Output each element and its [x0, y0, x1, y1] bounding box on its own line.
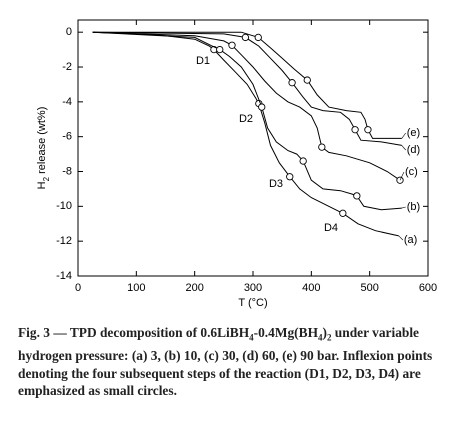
x-tick-label: 0 — [75, 282, 81, 294]
caption-part: -0.4Mg(BH — [253, 325, 318, 340]
step-annotation: D4 — [324, 222, 338, 234]
y-axis-label-part: release (wt%) — [36, 107, 48, 177]
step-annotation: D2 — [239, 113, 253, 125]
series-label-leader — [401, 206, 406, 209]
y-tick-label: -10 — [56, 200, 72, 212]
chart: T (°C) H2 release (wt%) 0 100 200 300 400 500… — [36, 19, 437, 309]
inflection-point — [286, 173, 294, 181]
inflection-point — [299, 157, 307, 165]
series-label-leader — [401, 132, 406, 139]
inflection-point — [258, 103, 266, 111]
series-label: (c) — [405, 166, 418, 178]
step-annotation: D3 — [269, 178, 283, 190]
series-label: (a) — [404, 234, 417, 246]
series-label-leader — [398, 235, 404, 241]
y-tick-label: -4 — [62, 96, 72, 108]
y-tick-label: -14 — [56, 270, 72, 282]
inflection-point — [339, 209, 347, 217]
data-line — [92, 31, 401, 181]
inflection-point — [254, 33, 262, 42]
caption-part: 2 — [326, 332, 332, 343]
figure-caption: Fig. 3 — TPD decomposition of 0.6LiBH4-0… — [18, 324, 438, 400]
series-label-leader — [399, 171, 405, 181]
inflection-point — [288, 79, 296, 87]
y-axis-label-part: H — [36, 181, 48, 189]
inflection-point — [228, 41, 236, 49]
caption-part: 4 — [317, 332, 323, 343]
series-label: (d) — [407, 144, 420, 156]
data-line — [92, 31, 402, 146]
caption-part: ) — [322, 325, 327, 340]
caption-part: 4 — [249, 332, 254, 343]
inflection-point — [241, 33, 250, 42]
series-label: (e) — [407, 127, 420, 139]
x-tick-label: 500 — [360, 282, 378, 294]
data-line — [92, 31, 399, 237]
x-tick-label: 100 — [127, 282, 145, 294]
x-tick-label: 300 — [244, 282, 262, 294]
caption-part: Fig. 3 — TPD decomposition of 0.6LiBH — [18, 325, 250, 340]
y-tick-label: -2 — [62, 61, 72, 73]
inflection-point — [351, 126, 359, 134]
inflection-point — [303, 76, 311, 84]
y-tick-label: -12 — [56, 235, 72, 247]
y-axis-label-part: 2 — [42, 176, 51, 181]
step-annotation: D1 — [196, 55, 210, 67]
caption-part: under variable hydrogen pressure: (a) 3,… — [18, 325, 433, 399]
inflection-point — [364, 126, 372, 134]
series-label-leader — [401, 145, 406, 151]
series-label: (b) — [407, 201, 420, 213]
x-tick-label: 400 — [302, 282, 320, 294]
x-tick-label: 600 — [419, 282, 437, 294]
y-tick-label: 0 — [66, 26, 72, 38]
y-axis-label: H2 release (wt%) — [36, 107, 51, 190]
x-axis-label: T (°C) — [238, 297, 267, 309]
inflection-point — [216, 45, 224, 54]
y-tick-label: -8 — [62, 165, 72, 177]
inflection-point — [318, 143, 326, 151]
inflection-point — [353, 192, 361, 200]
plot-frame — [77, 19, 429, 277]
x-tick-label: 200 — [185, 282, 203, 294]
y-tick-label: -6 — [62, 131, 72, 143]
